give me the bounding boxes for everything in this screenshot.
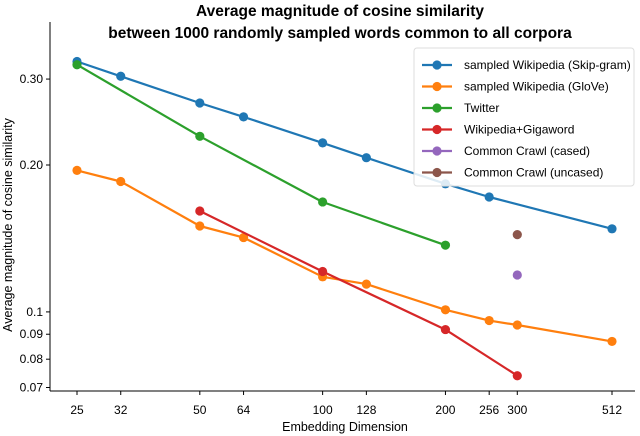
legend-item: Common Crawl (cased) xyxy=(422,144,590,158)
chart-subtitle: between 1000 randomly sampled words comm… xyxy=(108,25,572,42)
legend-marker xyxy=(432,146,442,156)
x-axis-ticks: 25 32 50 64 100 128 200 256 300 512 xyxy=(70,391,622,417)
data-point xyxy=(512,270,522,280)
data-point xyxy=(440,324,451,335)
legend-item: Twitter xyxy=(422,101,499,115)
legend-item: sampled Wikipedia (GloVe) xyxy=(422,80,609,94)
legend-label: Twitter xyxy=(464,101,499,115)
x-tick-label: 32 xyxy=(114,403,128,417)
y-tick-label: 0.07 xyxy=(20,380,44,394)
chart-title: Average magnitude of cosine similarity xyxy=(196,3,484,20)
data-point xyxy=(607,224,617,234)
legend-label: Common Crawl (uncased) xyxy=(464,166,603,180)
data-point xyxy=(116,176,126,187)
data-point xyxy=(512,230,522,240)
legend-marker xyxy=(432,81,442,92)
legend-item: Wikipedia+Gigaword xyxy=(422,123,574,137)
y-axis-label: Average magnitude of cosine similarity xyxy=(1,117,15,332)
legend-item: Common Crawl (uncased) xyxy=(422,166,603,180)
series-line xyxy=(76,63,446,247)
series-sampled-wikipedia-glove xyxy=(72,165,617,347)
x-tick-label: 300 xyxy=(507,403,527,417)
legend-marker xyxy=(432,60,442,70)
data-point xyxy=(72,60,82,70)
series-common-crawl-cased xyxy=(512,270,522,280)
series-line xyxy=(199,210,518,377)
x-tick-label: 100 xyxy=(313,403,333,417)
legend-marker xyxy=(432,103,442,113)
data-point xyxy=(195,131,205,141)
x-tick-label: 25 xyxy=(70,403,84,417)
x-tick-label: 50 xyxy=(193,403,207,417)
y-tick-label: 0.09 xyxy=(20,327,44,341)
data-point xyxy=(238,112,249,122)
data-point xyxy=(361,153,371,163)
legend-marker xyxy=(432,124,442,135)
data-point xyxy=(318,197,328,207)
x-tick-label: 256 xyxy=(479,403,499,417)
series-line xyxy=(76,169,613,343)
data-point xyxy=(484,315,494,326)
data-point xyxy=(484,192,494,202)
series-wikipedia-gigaword xyxy=(195,206,522,381)
axes xyxy=(49,22,635,392)
legend-label: sampled Wikipedia (Skip-gram) xyxy=(464,58,631,72)
x-tick-label: 64 xyxy=(237,403,251,417)
y-tick-label: 0.20 xyxy=(20,158,44,172)
legend-label: sampled Wikipedia (GloVe) xyxy=(464,80,609,94)
legend-box xyxy=(413,47,635,187)
y-axis-ticks: 0.07 0.08 0.09 0.1 0.20 0.30 xyxy=(20,72,50,394)
legend-label: Wikipedia+Gigaword xyxy=(464,123,574,137)
legend-marker xyxy=(432,167,442,178)
data-point xyxy=(195,206,205,216)
data-point xyxy=(318,266,328,277)
data-point xyxy=(607,336,617,347)
data-point xyxy=(318,138,328,148)
data-point xyxy=(440,305,451,315)
x-axis-label: Embedding Dimension xyxy=(282,420,408,434)
data-point xyxy=(512,320,522,330)
data-point xyxy=(238,232,249,243)
data-point xyxy=(361,279,371,289)
data-point xyxy=(440,240,451,250)
series-twitter xyxy=(72,60,451,250)
series-common-crawl-uncased xyxy=(512,230,522,240)
y-tick-label: 0.30 xyxy=(20,72,44,86)
x-tick-label: 200 xyxy=(435,403,455,417)
legend: sampled Wikipedia (Skip-gram) sampled Wik… xyxy=(413,47,635,187)
data-point xyxy=(72,165,82,175)
y-tick-label: 0.08 xyxy=(20,352,44,366)
legend-label: Common Crawl (cased) xyxy=(464,144,590,158)
data-point xyxy=(195,98,205,108)
x-tick-label: 512 xyxy=(602,403,622,417)
y-tick-label: 0.1 xyxy=(26,305,43,319)
data-point xyxy=(512,371,522,381)
data-point xyxy=(116,71,126,81)
legend-item: sampled Wikipedia (Skip-gram) xyxy=(422,58,631,72)
data-point xyxy=(195,221,205,231)
x-tick-label: 128 xyxy=(356,403,376,417)
